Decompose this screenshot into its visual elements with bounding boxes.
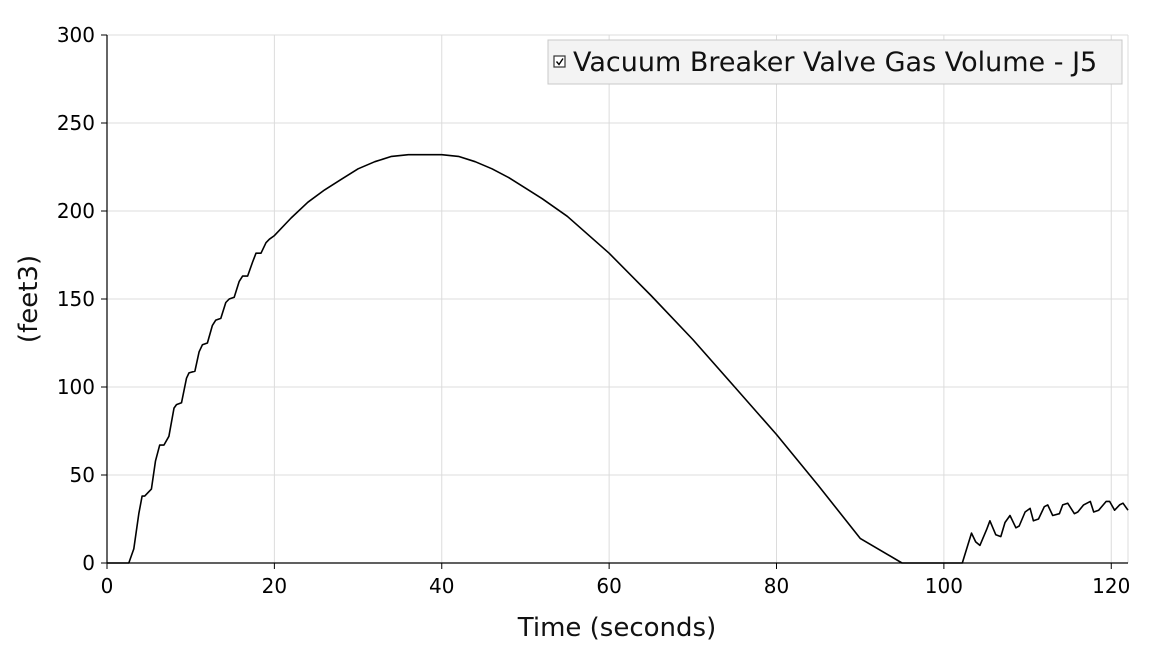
x-tick-label: 0 — [101, 574, 114, 598]
legend: Vacuum Breaker Valve Gas Volume - J5 — [547, 39, 1123, 85]
x-tick-label: 20 — [262, 574, 287, 598]
y-tick-label: 250 — [57, 111, 95, 135]
y-axis-ticks: 0 50 100 150 200 250 300 — [57, 23, 107, 575]
y-tick-label: 150 — [57, 287, 95, 311]
y-tick-label: 50 — [70, 463, 95, 487]
grid — [107, 34, 1129, 563]
legend-label: Vacuum Breaker Valve Gas Volume - J5 — [573, 47, 1097, 78]
y-tick-label: 300 — [57, 23, 95, 47]
legend-checkbox-icon[interactable] — [553, 55, 566, 68]
y-tick-label: 0 — [82, 551, 95, 575]
legend-box — [547, 39, 1123, 85]
x-axis-ticks: 0 20 40 60 80 100 120 — [101, 563, 1130, 598]
series-area — [107, 153, 1129, 564]
x-tick-label: 100 — [925, 574, 963, 598]
x-tick-label: 120 — [1092, 574, 1130, 598]
y-tick-label: 100 — [57, 375, 95, 399]
y-tick-label: 200 — [57, 199, 95, 223]
x-axis-title: Time (seconds) — [517, 613, 716, 643]
x-tick-label: 80 — [764, 574, 789, 598]
x-tick-label: 40 — [429, 574, 454, 598]
series-line — [107, 153, 1129, 564]
y-axis-title: (feet3) — [14, 255, 44, 343]
x-tick-label: 60 — [596, 574, 621, 598]
